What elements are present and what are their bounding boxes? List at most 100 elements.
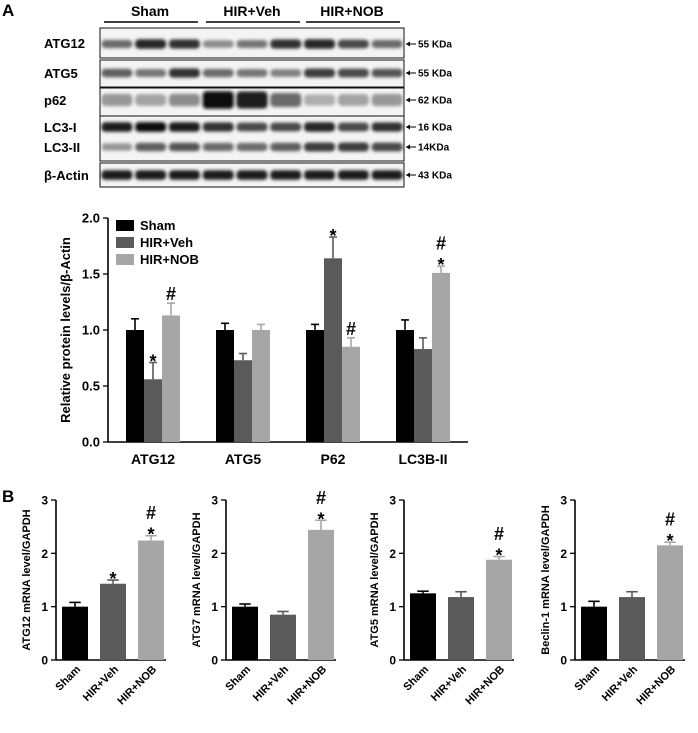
blot-band	[270, 142, 302, 152]
blot-band	[270, 170, 302, 180]
blot-band	[337, 39, 369, 49]
blot-band	[304, 94, 336, 106]
y-tick-label: 1	[41, 600, 48, 614]
y-axis-label: ATG5 mRNA level/GAPDH	[369, 512, 381, 647]
blot-band	[202, 170, 234, 180]
blot-band	[304, 170, 336, 180]
blot-arrow-head	[406, 172, 410, 178]
blot-band	[202, 122, 234, 132]
blot-band	[101, 143, 133, 151]
y-tick-label: 3	[41, 494, 48, 508]
blot-band	[202, 91, 234, 109]
significance-star: *	[109, 569, 116, 589]
blot-band	[337, 94, 369, 106]
blot-group-label: HIR+Veh	[223, 3, 280, 19]
bar	[306, 330, 324, 442]
blot-group-label: Sham	[131, 3, 169, 19]
legend-label: HIR+Veh	[140, 235, 193, 250]
blot-band	[371, 170, 403, 180]
blot-band	[236, 40, 268, 48]
legend-label: HIR+NOB	[140, 252, 199, 267]
significance-star: *	[149, 351, 156, 371]
significance-hash: #	[146, 503, 156, 523]
blot-band	[135, 39, 167, 49]
blot-band	[270, 39, 302, 49]
bar	[252, 330, 270, 442]
blot-group-label: HIR+NOB	[320, 3, 383, 19]
bar	[581, 606, 607, 660]
blot-band	[168, 93, 200, 107]
x-category-label: Sham	[53, 663, 83, 693]
blot-band	[236, 91, 268, 109]
protein-bar-chart: 0.0 0.5 1.0 1.5 2.0 Relative protein levels/β…	[58, 211, 468, 467]
significance-star: *	[666, 531, 673, 551]
y-tick-label: 0	[41, 654, 48, 668]
blot-band	[202, 40, 234, 48]
y-tick-label: 0.0	[82, 435, 100, 450]
bar	[308, 529, 334, 660]
y-tick-label: 2	[389, 547, 396, 561]
blot-band	[371, 68, 403, 78]
x-category-label: ATG12	[131, 451, 175, 467]
blot-band	[270, 69, 302, 77]
bar	[324, 258, 342, 442]
blot-size-label: 55 KDa	[418, 69, 452, 80]
y-tick-label: 0	[560, 654, 567, 668]
legend-label: Sham	[140, 218, 175, 233]
blot-band	[168, 142, 200, 152]
significance-star: *	[147, 525, 154, 545]
blot-size-label: 55 KDa	[418, 40, 452, 51]
blot-protein-label: LC3-II	[44, 140, 80, 155]
y-tick-label: 3	[389, 494, 396, 508]
blot-size-label: 43 KDa	[418, 171, 452, 182]
y-tick-label: 3	[211, 494, 218, 508]
blot-band	[236, 142, 268, 152]
blot-band	[371, 122, 403, 132]
significance-hash: #	[494, 524, 504, 544]
western-blot: Sham HIR+Veh HIR+NOB ATG12 55 KDa ATG5 55 KDa p…	[44, 3, 452, 188]
significance-star: *	[329, 226, 336, 246]
blot-band	[304, 122, 336, 132]
legend-swatch	[116, 237, 134, 248]
blot-band	[168, 170, 200, 180]
bar	[234, 360, 252, 442]
y-tick-label: 3	[560, 494, 567, 508]
bar	[138, 540, 164, 660]
bar	[62, 606, 88, 660]
legend-swatch	[116, 254, 134, 265]
blot-band	[337, 68, 369, 78]
x-category-label: HIR+NOB	[285, 664, 329, 708]
y-axis-label: Relative protein levels/β-Actin	[58, 237, 73, 423]
x-category-label: Sham	[572, 663, 602, 693]
blot-band	[135, 142, 167, 152]
blot-band	[270, 93, 302, 107]
y-tick-label: 0	[211, 654, 218, 668]
blot-band	[135, 170, 167, 180]
blot-protein-label: p62	[44, 93, 66, 108]
blot-arrow-head	[406, 144, 410, 150]
blot-band	[168, 39, 200, 49]
blot-band	[371, 39, 403, 49]
bar	[396, 330, 414, 442]
bar	[448, 597, 474, 660]
bar	[410, 593, 436, 660]
panel-label-b: B	[2, 487, 14, 506]
x-category-label: P62	[321, 451, 346, 467]
y-tick-label: 2	[211, 547, 218, 561]
blot-size-label: 62 KDa	[418, 96, 452, 107]
blot-band	[135, 94, 167, 106]
blot-band	[337, 142, 369, 152]
blot-band	[371, 93, 403, 107]
x-category-label: HIR+NOB	[115, 664, 159, 708]
blot-protein-label: LC3-I	[44, 120, 77, 135]
y-axis-label: ATG7 mRNA level/GAPDH	[191, 512, 203, 647]
blot-arrow-head	[406, 70, 410, 76]
y-tick-label: 0.5	[82, 379, 100, 394]
blot-band	[101, 68, 133, 78]
significance-hash: #	[346, 319, 356, 339]
bar	[162, 315, 180, 442]
